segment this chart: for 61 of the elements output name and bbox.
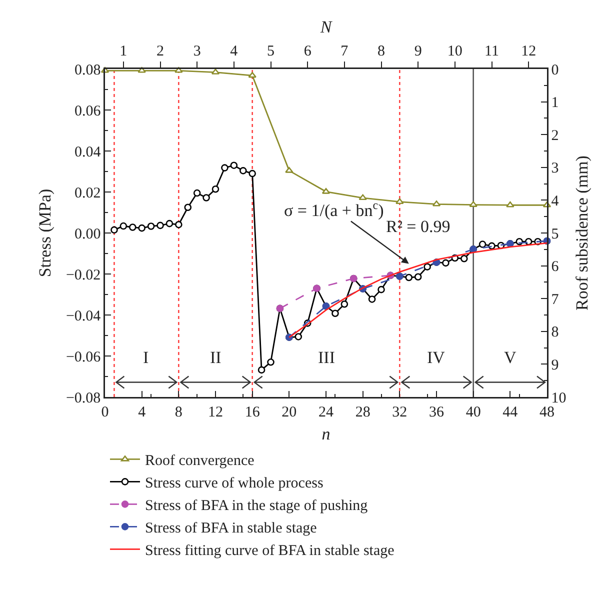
annotation: II <box>210 348 222 367</box>
legend-label: Stress of BFA in the stage of pushing <box>145 498 368 514</box>
y2-tick-label: 3 <box>551 160 559 177</box>
y2-tick-label: 2 <box>551 128 559 144</box>
y2-tick-label: 1 <box>551 95 559 112</box>
legend-label: Roof convergence <box>145 453 255 470</box>
x2-tick-label: 7 <box>340 44 349 60</box>
y2-tick-label: 0 <box>551 62 559 78</box>
x2-tick-label: 2 <box>156 44 164 60</box>
x-tick-label: 48 <box>540 404 554 420</box>
x-tick-label: 44 <box>502 404 518 420</box>
annotation: I <box>143 348 149 367</box>
x2-tick-label: 10 <box>447 44 462 60</box>
y-tick-label: 0.02 <box>74 185 101 202</box>
x-tick-label: 36 <box>429 404 444 420</box>
legend-label: Stress fitting curve of BFA in stable stage <box>145 543 395 560</box>
x2-tick-label: 5 <box>267 44 274 60</box>
x-tick-label: 0 <box>101 404 109 420</box>
y-tick-label: −0.02 <box>66 267 101 284</box>
y-tick-label: 0.04 <box>74 144 102 160</box>
x-tick-label: 40 <box>466 404 481 420</box>
x-axis-title: n <box>322 424 330 444</box>
x2-tick-label: 11 <box>484 44 499 60</box>
y-tick-label: 0.00 <box>74 226 101 242</box>
y2-axis-title: Roof subsidence (mm) <box>572 156 592 310</box>
y-tick-label: 0.06 <box>74 103 102 120</box>
y-tick-label: −0.06 <box>66 349 102 366</box>
x2-tick-label: 1 <box>120 44 128 60</box>
annotation: R² = 0.99 <box>386 217 450 236</box>
annotation: IV <box>427 348 446 367</box>
x-tick-label: 24 <box>318 404 334 420</box>
x2-tick-label: 9 <box>414 44 422 60</box>
annotation: III <box>318 348 336 367</box>
y2-tick-label: 4 <box>551 193 560 210</box>
y2-tick-label: 5 <box>551 226 559 242</box>
x2-tick-label: 3 <box>193 44 201 60</box>
y2-tick-label: 8 <box>551 324 559 341</box>
x2-tick-label: 12 <box>521 44 536 60</box>
y-axis-title: Stress (MPa) <box>36 188 55 278</box>
x2-axis-title: N <box>319 17 334 36</box>
annotation: V <box>504 348 517 367</box>
x-tick-label: 8 <box>174 404 182 420</box>
x-tick-label: 28 <box>355 404 370 420</box>
y-tick-label: 0.08 <box>74 62 101 78</box>
x2-tick-label: 4 <box>230 44 238 60</box>
y2-tick-label: 6 <box>551 259 560 276</box>
x-tick-label: 16 <box>244 404 260 420</box>
x-tick-label: 32 <box>392 404 408 420</box>
legend-label: Stress of BFA in stable stage <box>145 520 318 537</box>
y-tick-label: −0.08 <box>66 390 101 406</box>
x-tick-label: 4 <box>138 404 146 420</box>
x-tick-label: 12 <box>208 404 223 420</box>
legend-label: Stress curve of whole process <box>145 476 324 492</box>
y-tick-label: −0.04 <box>66 308 102 324</box>
x-tick-label: 20 <box>282 404 297 420</box>
y2-tick-label: 10 <box>551 390 566 406</box>
y2-tick-label: 7 <box>551 292 560 308</box>
y2-tick-label: 9 <box>551 357 559 374</box>
x2-tick-label: 6 <box>304 44 312 60</box>
annotation: σ = 1/(a + bn$^{c}$) <box>284 198 384 220</box>
x2-tick-label: 8 <box>378 44 385 60</box>
